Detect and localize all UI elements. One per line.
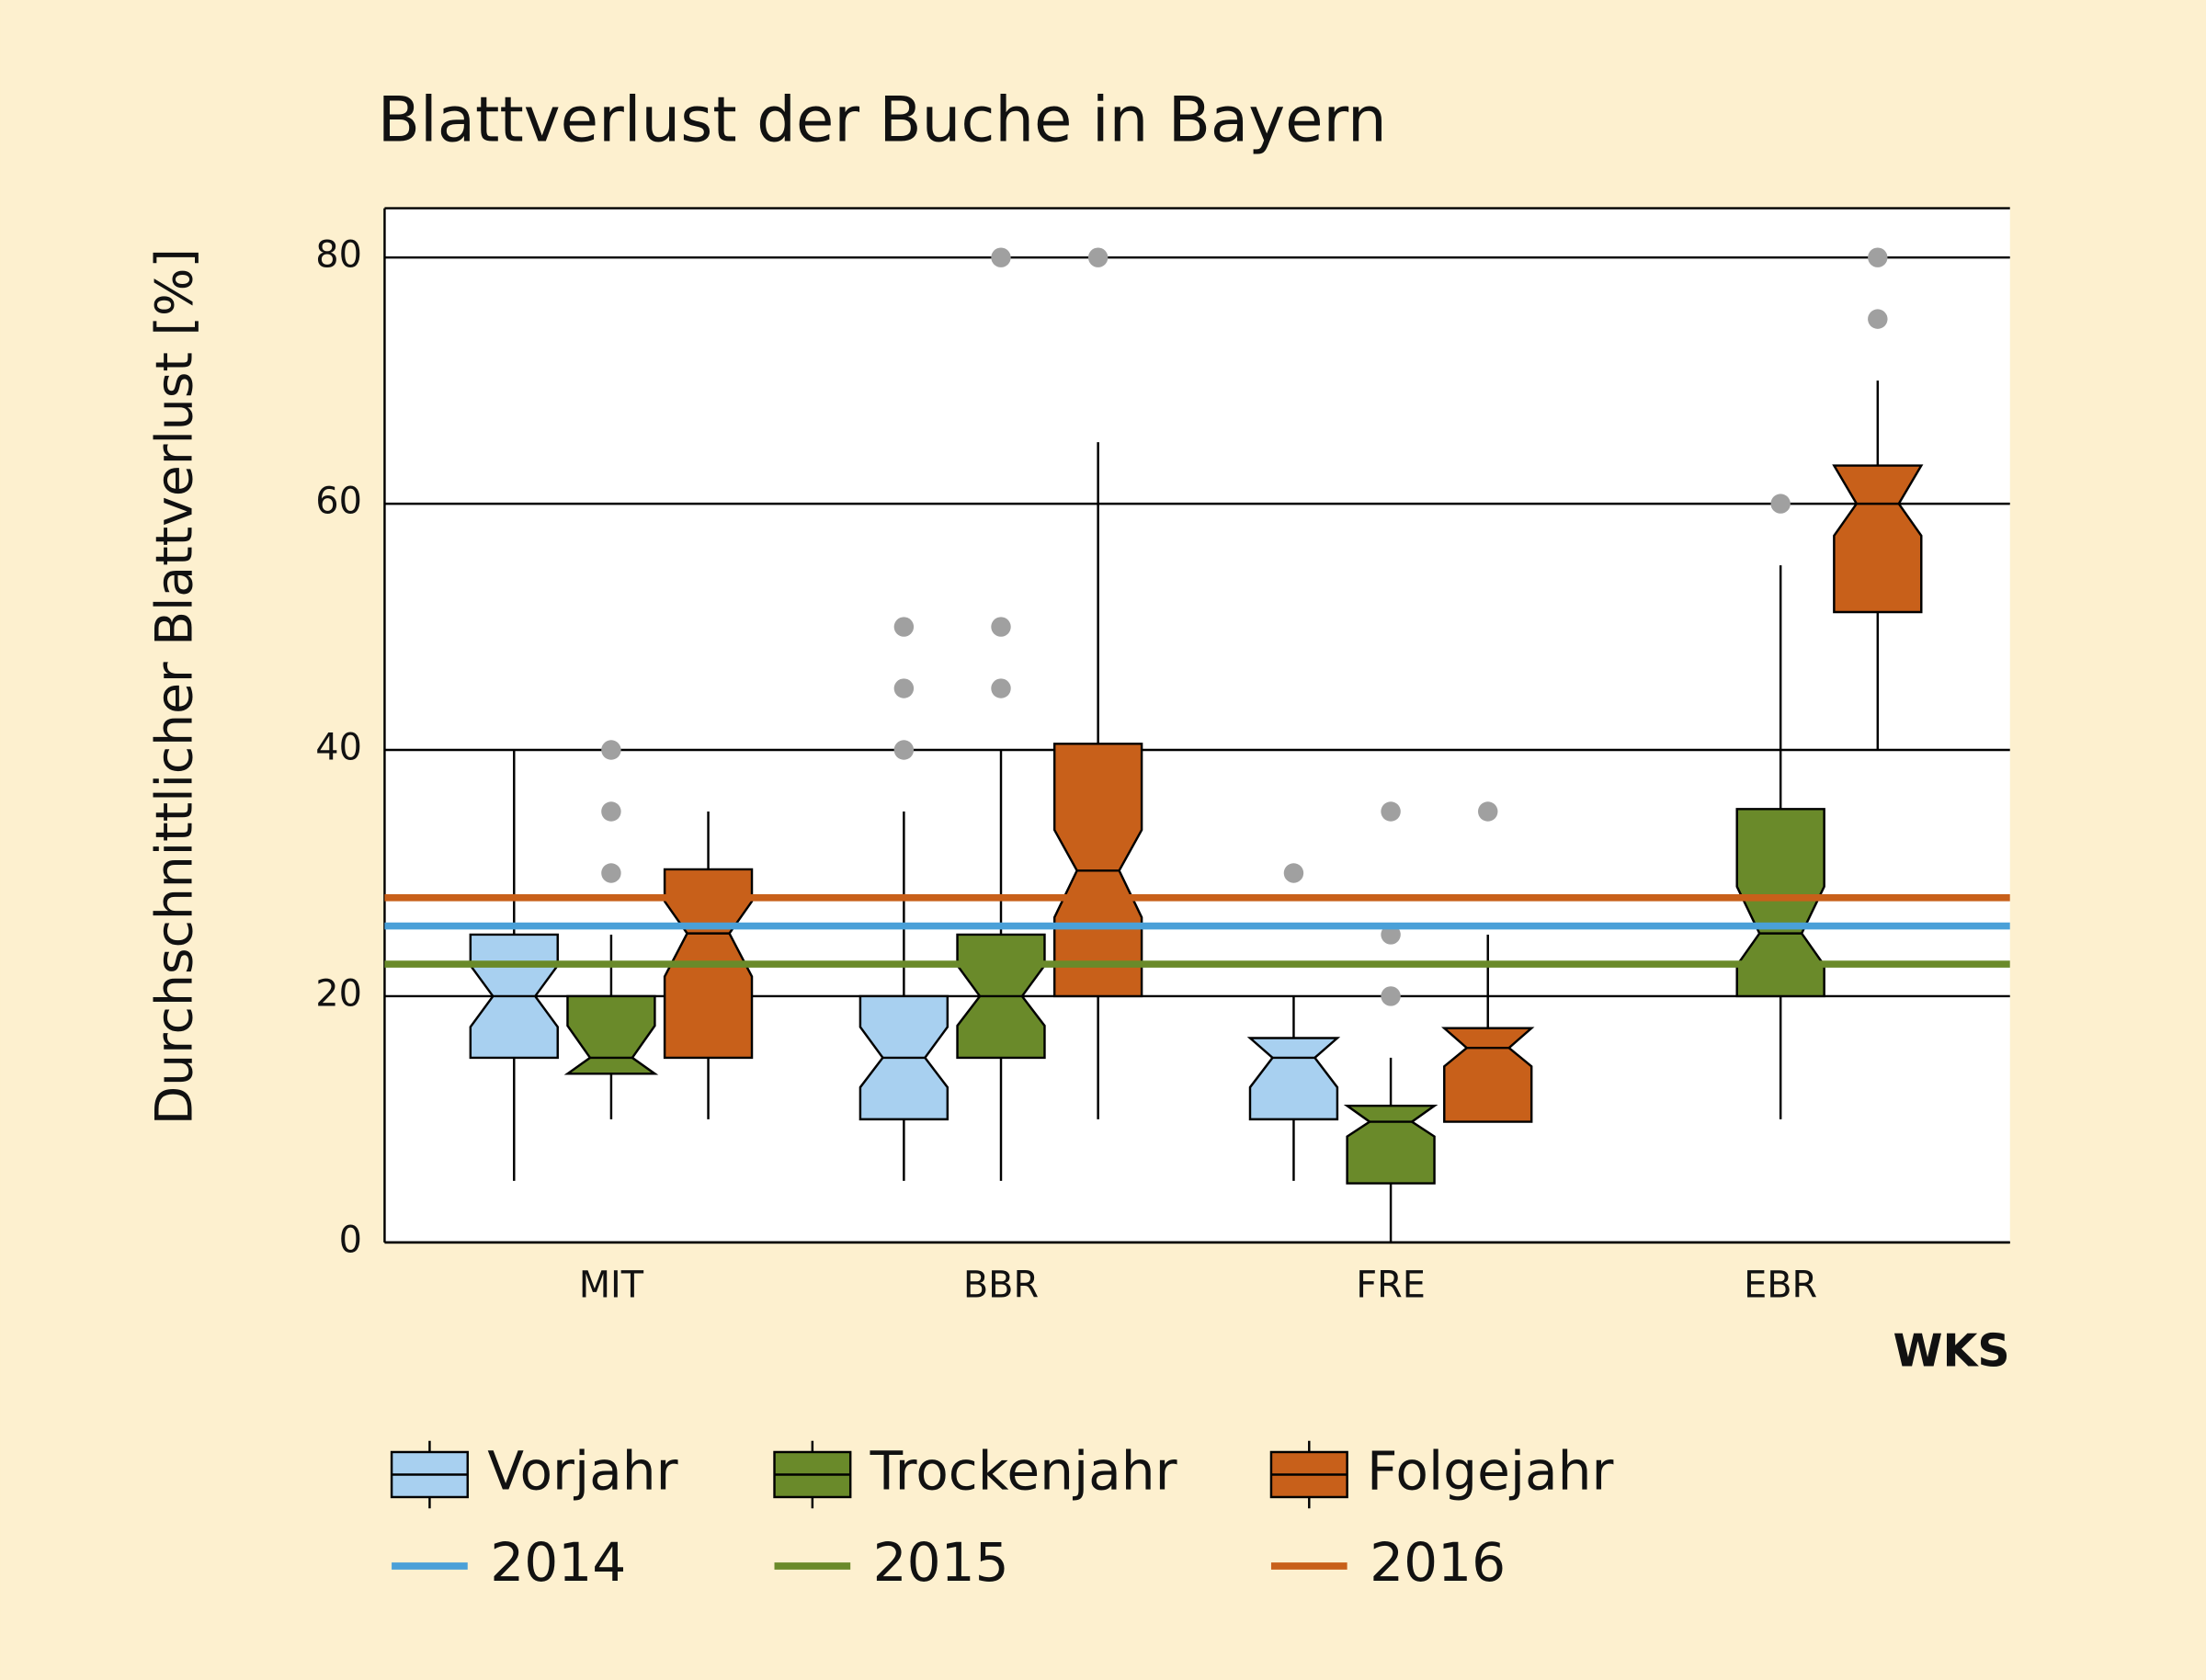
legend-label: 2014 bbox=[490, 1531, 626, 1594]
outlier bbox=[1087, 247, 1109, 267]
legend-label: Vorjahr bbox=[487, 1440, 677, 1503]
outlier bbox=[991, 617, 1011, 637]
box-body bbox=[563, 994, 659, 1075]
outlier bbox=[1478, 801, 1498, 822]
outlier bbox=[893, 617, 915, 637]
outlier bbox=[601, 740, 621, 760]
box-body bbox=[1343, 1104, 1438, 1185]
x-tick-label: EBR bbox=[1744, 1264, 1817, 1306]
outlier bbox=[1868, 309, 1888, 329]
outlier bbox=[1381, 986, 1401, 1006]
outlier bbox=[1868, 247, 1888, 267]
chart-title: Blattverlust der Buche in Bayern bbox=[378, 83, 1387, 155]
y-tick-label: 40 bbox=[315, 727, 362, 769]
y-tick-label: 80 bbox=[315, 234, 362, 277]
y-axis-label: Durchschnittlicher Blattverlust [%] bbox=[145, 248, 204, 1125]
box-body bbox=[1441, 1027, 1535, 1123]
outlier bbox=[893, 740, 915, 760]
outlier bbox=[1381, 801, 1401, 822]
x-tick-label: FRE bbox=[1356, 1264, 1426, 1306]
outlier bbox=[991, 678, 1011, 698]
y-tick-label: 20 bbox=[315, 972, 362, 1015]
legend-label: Folgejahr bbox=[1367, 1440, 1613, 1503]
outlier bbox=[1770, 494, 1791, 514]
y-tick-label: 60 bbox=[315, 481, 362, 523]
outlier bbox=[601, 801, 621, 822]
outlier bbox=[1381, 925, 1401, 945]
outlier bbox=[601, 863, 621, 883]
y-tick-label: 0 bbox=[339, 1219, 362, 1261]
box-body bbox=[1735, 808, 1825, 998]
x-axis-label: WKS bbox=[1893, 1324, 2009, 1377]
outlier bbox=[1283, 863, 1304, 883]
x-tick-label: BBR bbox=[963, 1264, 1039, 1306]
x-tick-label: MIT bbox=[579, 1264, 644, 1306]
legend-label: Trockenjahr bbox=[870, 1440, 1177, 1503]
box-body bbox=[1246, 1037, 1341, 1121]
legend-label: 2016 bbox=[1370, 1531, 1506, 1594]
legend-label: 2015 bbox=[873, 1531, 1009, 1594]
box-body bbox=[1832, 464, 1924, 614]
outlier bbox=[893, 678, 915, 698]
outlier bbox=[991, 247, 1011, 267]
plot-area bbox=[384, 208, 2010, 1243]
